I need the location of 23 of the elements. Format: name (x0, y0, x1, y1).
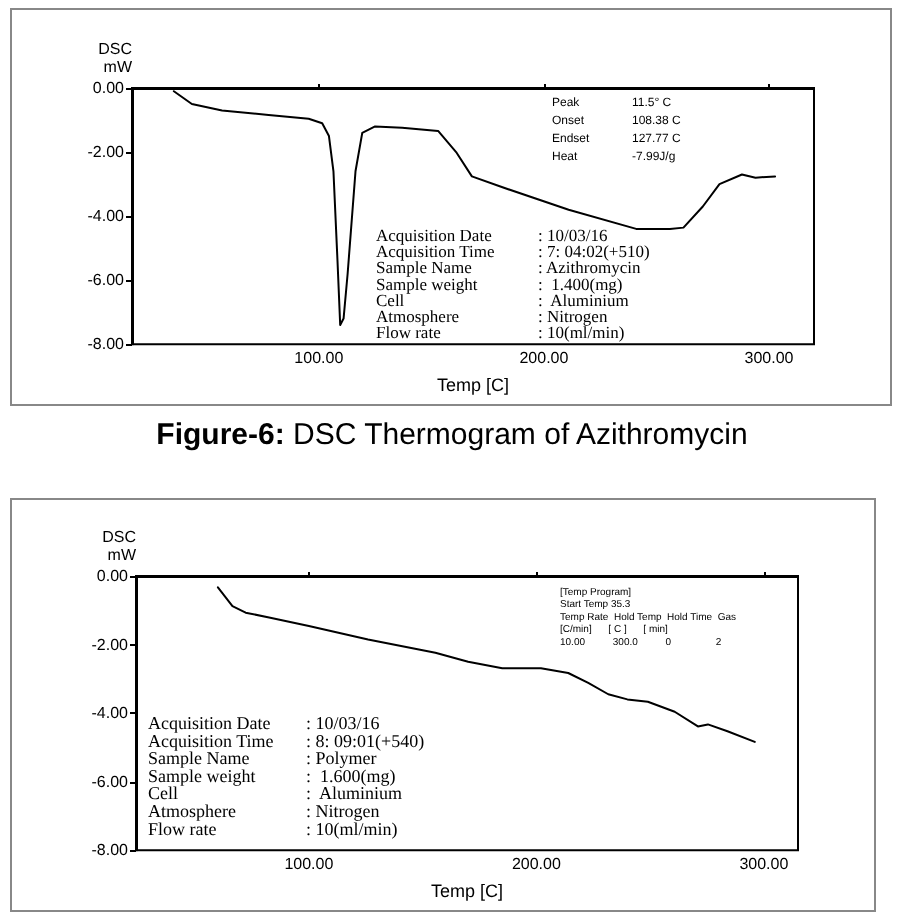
text: Figure-6: DSC Thermogram of Azithromycin (154, 418, 750, 452)
y-tick-label: -6.00 (87, 271, 126, 290)
x-axis-title: Temp [C] (436, 375, 510, 395)
x-tick-label: 300.00 (744, 349, 795, 368)
y-tick-label: -4.00 (91, 704, 130, 723)
x-tick-label: 200.00 (519, 349, 570, 368)
x-tick-label: 100.00 (284, 855, 335, 874)
y-tick-label: -2.00 (91, 635, 130, 654)
y-axis-title: DSC mW (102, 528, 137, 564)
y-tick-label: -8.00 (87, 335, 126, 354)
y-tick-label: -6.00 (91, 772, 130, 791)
y-tick-label: -8.00 (91, 841, 130, 860)
y-tick-label: 0.00 (92, 79, 126, 97)
x-tick-label: 300.00 (739, 855, 790, 874)
x-tick-label: 200.00 (511, 855, 562, 874)
y-tick-label: -2.00 (87, 143, 126, 162)
y-axis-title: DSC mW (98, 40, 133, 76)
y-tick-label: -4.00 (87, 207, 126, 226)
text: Acquisition Date : 10/03/16 Acquisition Time : 8: 09:01(+540) Sample Name : Polymer Sample weight : 1.600(mg) Cell : Aluminium Atmosphere : Nitrogen Flow rate : 10(ml/min) (148, 713, 425, 839)
x-tick-label: 100.00 (294, 349, 345, 368)
x-axis-title: Temp [C] (430, 881, 504, 901)
text: Acquisition Date : 10/03/16 Acquisition Time : 7: 04:02(+510) Sample Name : Azithromycin Sample weight : 1.400(mg) Cell : Aluminium Atmosphere : Nitrogen Flow rate : 10(ml/min) (376, 225, 650, 343)
y-tick-label: 0.00 (96, 567, 130, 585)
